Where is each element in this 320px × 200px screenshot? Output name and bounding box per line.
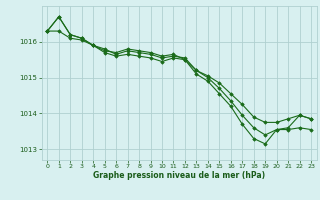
X-axis label: Graphe pression niveau de la mer (hPa): Graphe pression niveau de la mer (hPa) [93,171,265,180]
